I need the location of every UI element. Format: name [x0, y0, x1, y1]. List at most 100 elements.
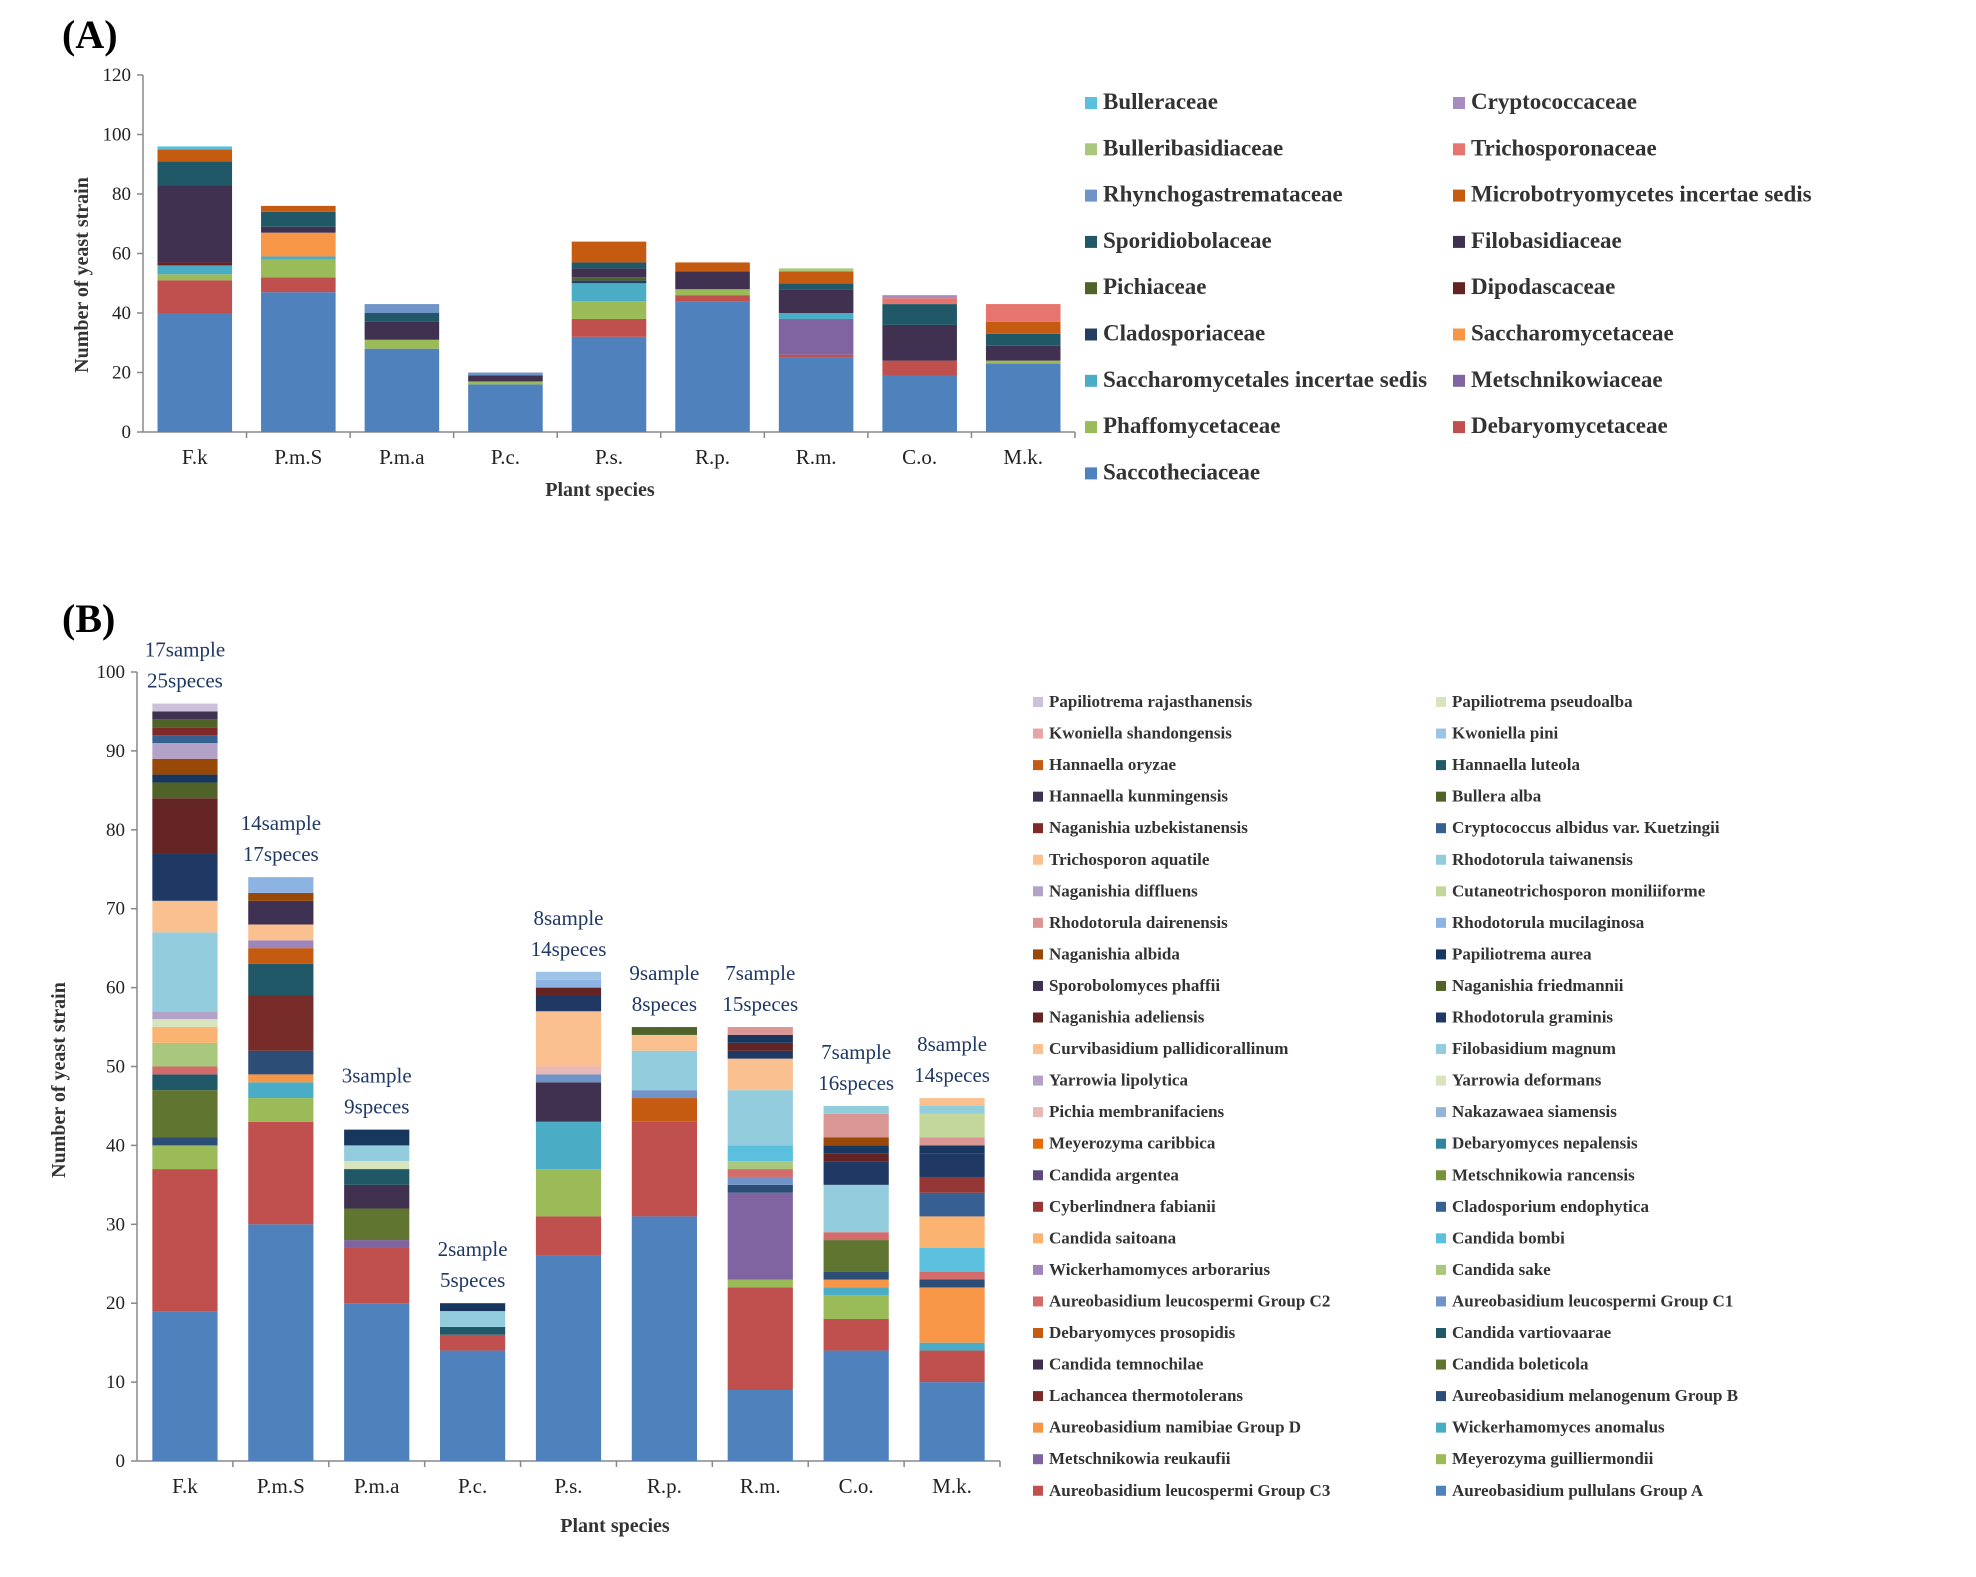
legend-label: Candida saitoana: [1049, 1228, 1177, 1247]
bar-segment-saccotheciaceae: [364, 348, 440, 432]
legend-label: Aureobasidium leucospermi Group C1: [1452, 1291, 1733, 1310]
bar-segment-wickerhamomyces-anomalus: [823, 1287, 889, 1296]
bar-segment-filobasidiaceae: [468, 375, 543, 382]
legend-label: Aureobasidium melanogenum Group B: [1452, 1386, 1738, 1405]
legend-swatch: [1436, 1454, 1446, 1465]
panel-a-plot-area: 0 20 40 60 80 100 120 F.k P.m.S P.m.a P.c. P.s. R.p.…: [103, 65, 1076, 469]
sample-count-annotation: 2sample: [438, 1237, 508, 1261]
sample-count-annotation: 9sample: [629, 961, 699, 985]
legend-swatch: [1033, 1359, 1043, 1370]
bar-segment-wickerhamomyces-anomalus: [535, 1121, 602, 1170]
bar-segment-saccharomycetaceae: [261, 232, 336, 257]
species-count-annotation: 8speces: [632, 992, 697, 1016]
legend-label: Filobasidiaceae: [1471, 228, 1622, 253]
bar-segment-candida-boleticola: [823, 1240, 889, 1272]
legend-label: Filobasidium magnum: [1452, 1039, 1616, 1058]
bar-segment-saccotheciaceae: [261, 292, 336, 432]
legend-swatch: [1436, 1485, 1446, 1496]
bar-segment-naganishia-albida: [248, 892, 314, 901]
bar-segment-metschnikowia-reukaufii: [727, 1192, 793, 1280]
bar-segment-aureobasidium-leucospermi-group-c2: [727, 1169, 793, 1177]
bar-segment-rhodotorula-dairenensis: [919, 1137, 985, 1146]
legend-swatch: [1033, 917, 1043, 928]
bar-segment-candida-bombi: [727, 1145, 793, 1162]
legend-label: Microbotryomycetes incertae sedis: [1471, 182, 1812, 207]
bar-segment-cladosporiaceae: [571, 280, 647, 284]
panel-b-y-axis-title: Number of yeast strain: [48, 982, 70, 1178]
bar-segment-aureobasidium-melanogenum-group-b: [152, 1137, 218, 1146]
bar-segment-trichosporonaceae: [882, 298, 957, 305]
bar-segment-meyerozyma-guilliermondii: [248, 1098, 314, 1122]
bar-segment-microbotryomycetes-incertae-sedis: [985, 321, 1061, 334]
x-tick-label: R.p.: [695, 445, 730, 469]
bar-segment-meyerozyma-guilliermondii: [152, 1145, 218, 1170]
legend-label: Candida temnochilae: [1049, 1355, 1204, 1374]
y-tick-label: 120: [103, 65, 132, 86]
bar-segment-naganishia-diffluens: [152, 743, 218, 759]
bar-segment-curvibasidium-pallidicorallinum: [727, 1058, 793, 1091]
legend-swatch: [1085, 143, 1097, 156]
bar-segment-saccharomycetales-incertae-sedis: [778, 313, 854, 319]
bar-segment-rhynchogastremataceae: [364, 304, 440, 313]
bar-segment-naganishia-uzbekistanensis: [152, 727, 218, 736]
bar-segment-aureobasidium-pullulans-group-a: [535, 1255, 602, 1461]
bar-segment-papiliotrema-aurea: [440, 1303, 506, 1312]
legend-swatch: [1085, 421, 1097, 434]
bar-segment-naganishia-adeliensis: [152, 798, 218, 854]
bar-segment-phaffomycetaceae: [571, 301, 647, 319]
x-tick-label: R.p.: [647, 1474, 682, 1498]
legend-label: Rhodotorula mucilaginosa: [1452, 913, 1645, 932]
bar-segment-phaffomycetaceae: [985, 360, 1061, 364]
legend-label: Hannaella oryzae: [1049, 755, 1176, 774]
bar-segment-rhodotorula-graminis: [152, 853, 218, 901]
legend-label: Aureobasidium leucospermi Group C2: [1049, 1291, 1330, 1310]
legend-swatch: [1085, 189, 1097, 202]
legend-label: Cryptococcus albidus var. Kuetzingii: [1452, 818, 1720, 837]
legend-label: Aureobasidium pullulans Group A: [1452, 1481, 1704, 1500]
bar-segment-debaryomycetaceae: [157, 280, 233, 313]
legend-swatch: [1436, 1422, 1446, 1433]
bar-segment-aureobasidium-pullulans-group-a: [631, 1216, 697, 1461]
legend-swatch: [1453, 421, 1465, 434]
bar-segment-saccotheciaceae: [571, 336, 647, 432]
legend-swatch: [1436, 1264, 1446, 1275]
bar-segment-aureobasidium-leucospermi-group-c3: [535, 1216, 602, 1256]
legend-label: Debaryomyces prosopidis: [1049, 1323, 1236, 1342]
y-tick-label: 80: [106, 820, 125, 841]
bar-segment-saccotheciaceae: [675, 301, 750, 432]
sample-count-annotation: 7sample: [821, 1040, 891, 1064]
x-tick-label: P.m.S: [257, 1474, 305, 1498]
bar-segment-aureobasidium-leucospermi-group-c2: [919, 1271, 985, 1280]
bar-segment-microbotryomycetes-incertae-sedis: [571, 241, 647, 263]
bar-segment-aureobasidium-pullulans-group-a: [919, 1382, 985, 1461]
bar-segment-microbotryomycetes-incertae-sedis: [778, 271, 854, 284]
legend-swatch: [1436, 697, 1446, 707]
legend-swatch: [1436, 1391, 1446, 1402]
legend-label: Candida vartiovaarae: [1452, 1323, 1612, 1342]
y-tick-label: 60: [106, 978, 125, 999]
bar-segment-pichiaceae: [571, 277, 647, 281]
bar-segment-filobasidium-magnum: [152, 932, 218, 1012]
y-tick-label: 0: [116, 1451, 126, 1472]
legend-swatch: [1033, 1075, 1043, 1086]
bar-segment-aureobasidium-pullulans-group-a: [344, 1303, 410, 1461]
legend-label: Trichosporonaceae: [1471, 135, 1657, 160]
bar-segment-curvibasidium-pallidicorallinum: [535, 1011, 602, 1067]
x-tick-label: P.m.a: [354, 1474, 400, 1498]
bar-segment-filobasidiaceae: [157, 185, 233, 263]
bar-segment-rhodotorula-mucilaginosa: [535, 979, 602, 988]
legend-swatch: [1085, 97, 1097, 109]
legend-label: Aureobasidium leucospermi Group C3: [1049, 1481, 1330, 1500]
x-tick-label: P.c.: [491, 445, 520, 469]
legend-swatch: [1033, 1391, 1043, 1402]
bar-segment-microbotryomycetes-incertae-sedis: [675, 262, 750, 272]
bar-segment-cladosporium-endophytica: [919, 1192, 985, 1217]
bar-segment-candida-sake: [152, 1042, 218, 1067]
legend-swatch: [1033, 1296, 1043, 1307]
legend-label: Meyerozyma caribbica: [1049, 1134, 1216, 1153]
bar-segment-filobasidium-magnum: [440, 1311, 506, 1327]
bar-segment-saccharomycetales-incertae-sedis: [261, 256, 336, 260]
legend-swatch: [1436, 854, 1446, 865]
bar-segment-candida-boleticola: [152, 1090, 218, 1138]
bar-segment-sporidiobolaceae: [571, 262, 647, 269]
